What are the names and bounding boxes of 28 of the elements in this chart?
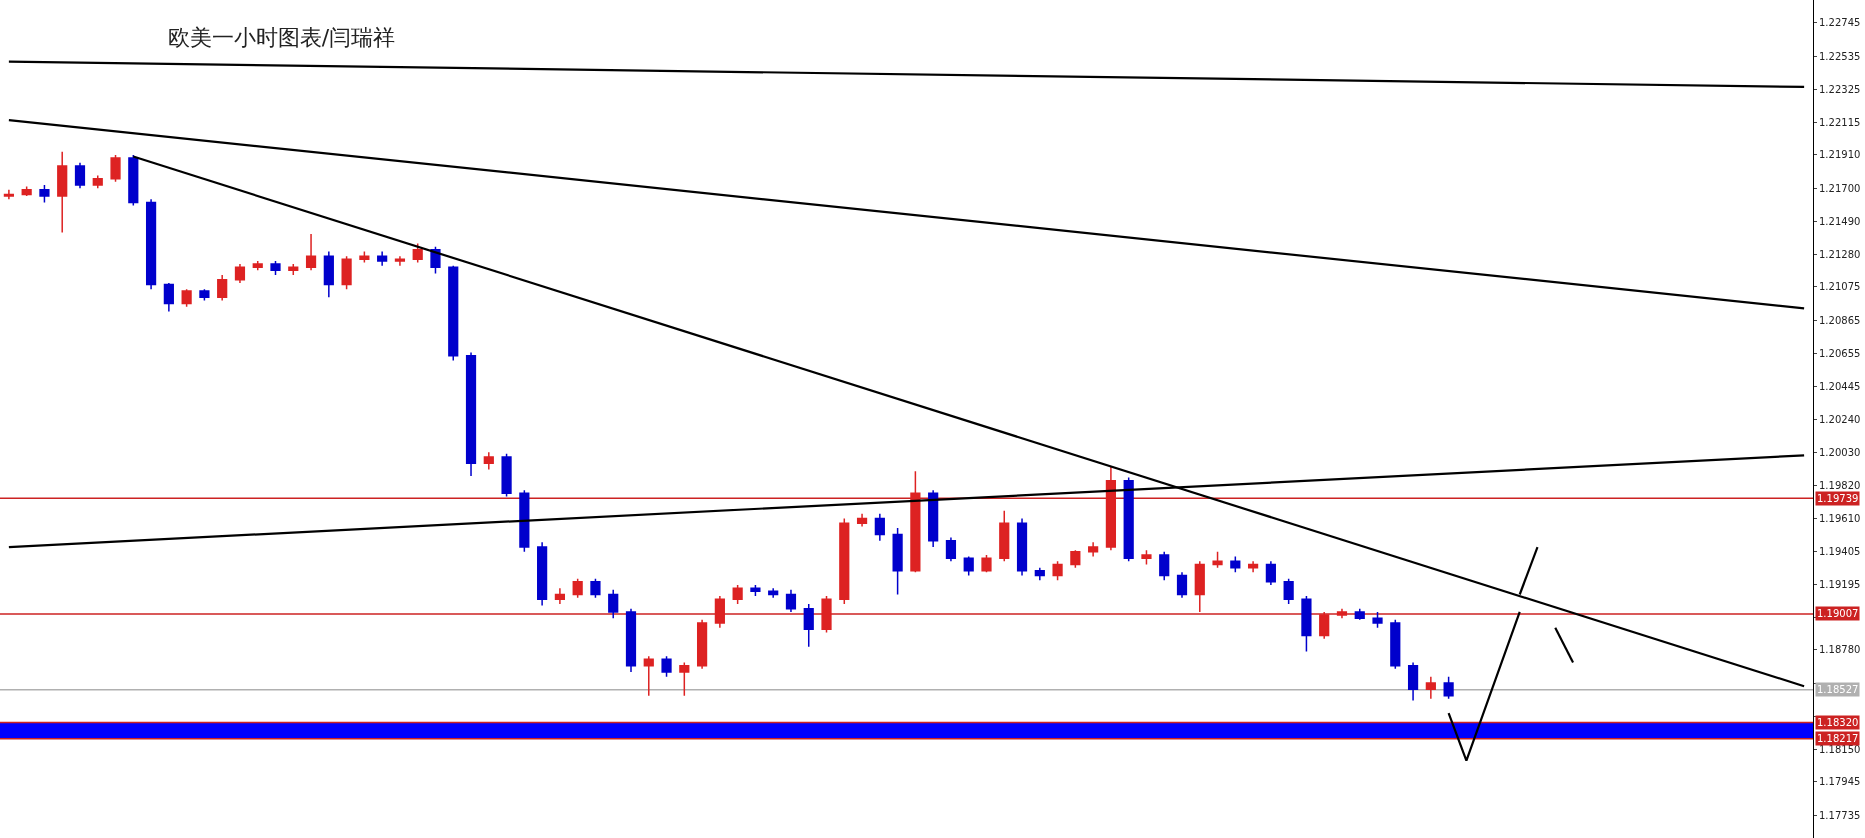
y-tick-label: 1.20445 [1819,381,1861,393]
y-tick-label: 1.19610 [1819,513,1861,525]
ref-line-label: 1.19739 [1817,493,1859,504]
y-tick-label: 1.21700 [1819,182,1861,194]
y-tick-label: 1.18780 [1819,644,1861,656]
y-tick-label: 1.21075 [1819,281,1861,293]
y-tick-label: 1.21490 [1819,215,1861,227]
y-tick-label: 1.19820 [1819,479,1861,491]
y-tick-label: 1.22745 [1819,17,1861,29]
y-tick-label: 1.17945 [1819,776,1861,788]
y-tick-label: 1.21280 [1819,249,1861,261]
ref-line-label: 1.18527 [1817,684,1859,695]
text: 欧美一小时图表/闫瑞祥 [167,24,396,50]
ref-line-label: 1.18217 [1817,733,1859,744]
y-tick-label: 1.20240 [1819,413,1861,425]
y-tick-label: 1.20030 [1819,446,1861,458]
y-tick-label: 1.20865 [1819,314,1861,326]
ref-line-label: 1.18320 [1817,717,1859,728]
y-tick-label: 1.20655 [1819,347,1861,359]
y-tick-label: 1.19405 [1819,545,1861,557]
y-tick-label: 1.22115 [1819,117,1861,129]
y-tick-label: 1.22325 [1819,83,1861,95]
ref-line-label: 1.19007 [1817,608,1859,619]
y-tick-label: 1.17735 [1819,809,1861,821]
y-tick-label: 1.19195 [1819,578,1861,590]
y-tick-label: 1.22535 [1819,50,1861,62]
y-tick-label: 1.18150 [1819,743,1861,755]
y-tick-label: 1.21910 [1819,149,1861,161]
